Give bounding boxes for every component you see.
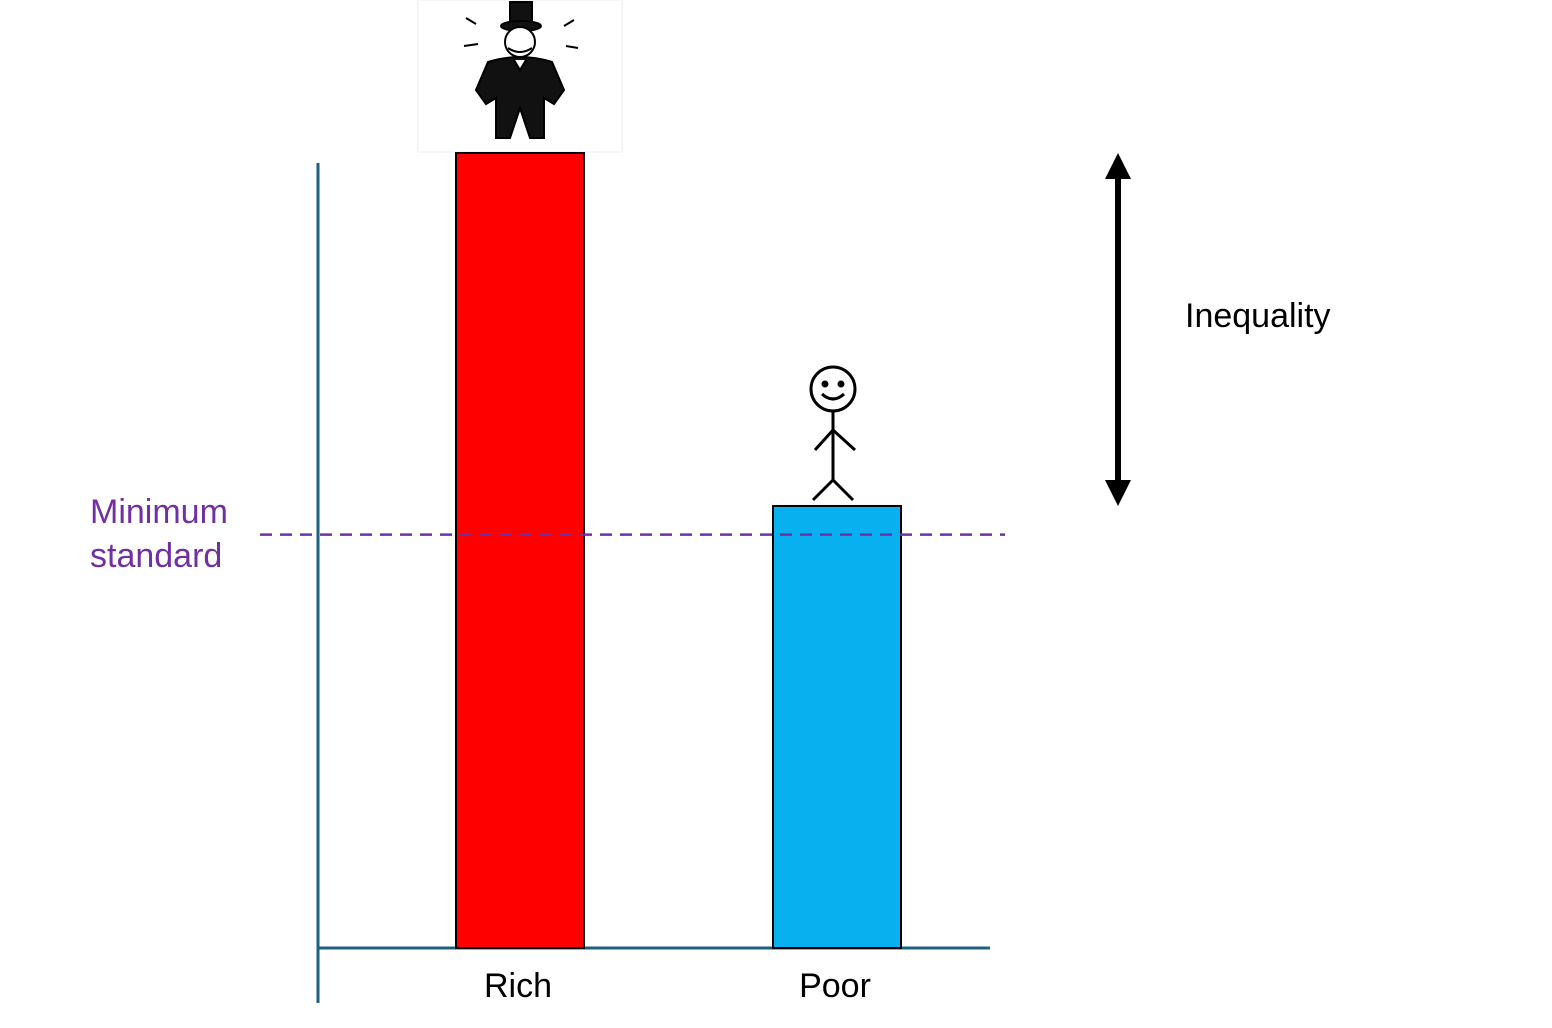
arrow-head <box>1105 479 1131 506</box>
reference-label-box: Minimum standard <box>90 493 228 575</box>
x-tick-label: Rich <box>484 967 552 1005</box>
rich-figure <box>417 0 623 153</box>
bar <box>772 504 902 949</box>
x-tick-label: Poor <box>799 967 871 1005</box>
poor-figure <box>809 365 857 502</box>
annotation: Inequality <box>1185 297 1331 335</box>
reference-label: Minimum standard <box>90 493 228 575</box>
arrow-head <box>1105 153 1131 179</box>
bar <box>455 152 585 949</box>
inequality-arrow <box>1105 153 1131 506</box>
